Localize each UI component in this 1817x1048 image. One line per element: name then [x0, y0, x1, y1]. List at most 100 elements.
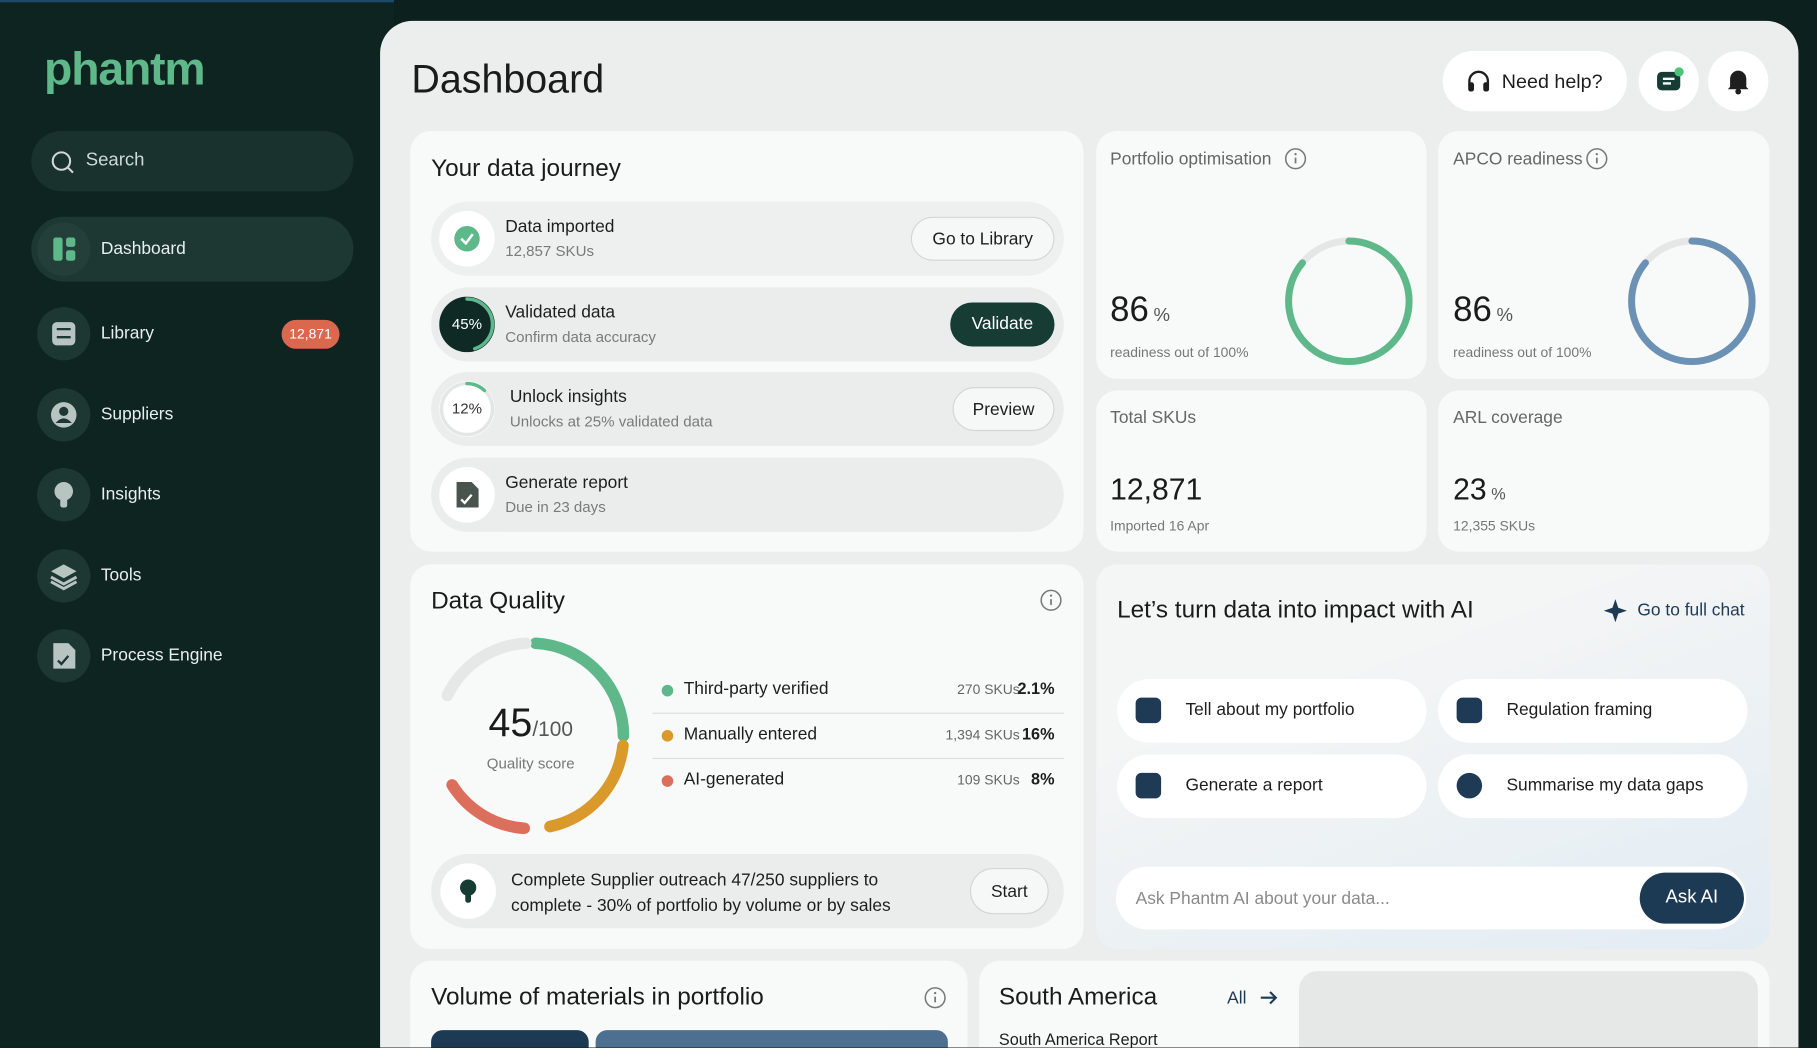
chip-icon — [1456, 772, 1483, 799]
card-title: Your data journey — [431, 155, 621, 182]
chat-button[interactable] — [1638, 50, 1699, 112]
tip-row: Complete Supplier outreach 47/250 suppli… — [431, 854, 1064, 929]
info-icon[interactable] — [1039, 589, 1062, 612]
journey-step: 12% Unlock insights Unlocks at 25% valid… — [431, 371, 1064, 447]
legend-dot — [661, 684, 674, 697]
search-icon — [51, 151, 74, 174]
step-subtitle: 12,857 SKUs — [505, 242, 595, 260]
donut-segment — [544, 739, 629, 833]
card-title: Data Quality — [431, 587, 565, 615]
metric-value-group: 86% — [1453, 291, 1513, 330]
logo[interactable]: phantm — [44, 44, 206, 96]
icon — [50, 564, 78, 591]
ai-input[interactable]: Ask Phantm AI about your data... Ask AI — [1115, 866, 1747, 930]
nav-label: Insights — [100, 484, 161, 505]
prompt-chip[interactable]: Regulation framing — [1438, 679, 1748, 743]
quality-score: 45 — [488, 701, 533, 746]
icon — [50, 402, 77, 428]
metric-caption: readiness out of 100% — [1453, 344, 1592, 361]
journey-step: 45% Validated data Confirm data accuracy… — [431, 287, 1064, 362]
row-label: Manually entered — [683, 724, 818, 744]
metric-title: ARL coverage — [1453, 407, 1563, 428]
row-skus: 109 SKUs — [957, 771, 1020, 788]
nav-item[interactable]: Library — [31, 301, 353, 366]
nav-icon — [37, 307, 91, 361]
step-icon — [439, 210, 495, 267]
legend-dot — [661, 775, 674, 787]
step-subtitle: Confirm data accuracy — [505, 327, 656, 346]
row-label: AI-generated — [683, 769, 785, 790]
bell-icon — [1727, 70, 1749, 95]
ask-button[interactable]: Ask AI — [1639, 872, 1744, 924]
metric-unit: % — [1153, 305, 1170, 326]
ring-arc — [439, 297, 495, 352]
full-chat-link[interactable]: Go to full chat — [1637, 600, 1745, 620]
nav-label: Dashboard — [100, 238, 186, 259]
prompt-chip[interactable]: Tell about my portfolio — [1117, 679, 1427, 743]
card-title: Let’s turn data into impact with AI — [1117, 596, 1474, 624]
info-icon[interactable] — [924, 986, 947, 1009]
volume-bar — [595, 1030, 948, 1048]
metric-card: ARL coverage 23% 12,355 SKUs — [1438, 390, 1770, 552]
region-link[interactable]: All — [1227, 988, 1247, 1009]
donut-track — [441, 637, 532, 702]
donut-segment — [446, 779, 531, 835]
chip-icon — [1456, 697, 1483, 724]
search-box[interactable]: Search — [31, 130, 354, 192]
search-placeholder: Search — [85, 150, 145, 171]
metric-value: 23 — [1453, 471, 1487, 507]
metric-value: 12,871 — [1110, 471, 1203, 507]
ring-arc — [439, 381, 495, 437]
metric-caption: readiness out of 100% — [1110, 344, 1249, 361]
nav-item[interactable]: Dashboard — [31, 216, 354, 282]
metric-unit: % — [1491, 484, 1506, 503]
region-title: South America — [998, 983, 1158, 1011]
score-group: 45/100 — [461, 701, 600, 746]
nav-item[interactable]: Suppliers — [31, 382, 353, 447]
chip-label: Summarise my data gaps — [1506, 775, 1704, 795]
nav-item[interactable]: Tools — [31, 543, 353, 608]
nav-label: Process Engine — [100, 645, 223, 666]
prompt-chip[interactable]: Generate a report — [1117, 754, 1427, 819]
nav-icon — [37, 549, 91, 603]
step-button[interactable]: Preview — [952, 387, 1055, 432]
metric-value-group: 86% — [1110, 291, 1170, 330]
nav-icon — [37, 388, 91, 442]
nav-label: Tools — [100, 565, 142, 586]
progress-label: 12% — [451, 399, 483, 418]
step-subtitle: Due in 23 days — [505, 498, 606, 516]
nav-item[interactable]: Insights — [31, 462, 353, 527]
info-icon[interactable] — [1284, 147, 1307, 170]
quality-score-max: /100 — [532, 717, 573, 741]
progress-ring — [439, 296, 495, 353]
tip-text: Complete Supplier outreach 47/250 suppli… — [511, 870, 891, 916]
quality-donut — [441, 637, 630, 835]
nav-label: Library — [100, 323, 154, 344]
help-button[interactable]: Need help? — [1442, 50, 1627, 112]
nav-item[interactable]: Process Engine — [31, 623, 353, 688]
chat-icon — [1657, 67, 1684, 91]
prompt-chip[interactable]: Summarise my data gaps — [1438, 754, 1748, 819]
metric-value-group: 23% — [1453, 472, 1506, 508]
map — [1299, 971, 1758, 1048]
chip-label: Tell about my portfolio — [1185, 699, 1355, 720]
tip-button[interactable]: Start — [969, 867, 1049, 915]
chip-label: Regulation framing — [1506, 699, 1653, 720]
step-button[interactable]: Validate — [950, 302, 1055, 347]
progress-label: 45% — [451, 315, 483, 333]
step-title: Validated data — [505, 302, 616, 323]
notifications-button[interactable] — [1708, 50, 1769, 112]
nav-icon — [37, 629, 91, 683]
page-title: Dashboard — [411, 57, 605, 102]
metric-value: 86 — [1453, 290, 1492, 330]
info-icon[interactable] — [1585, 147, 1608, 170]
quality-row: AI-generated 109 SKUs 8% — [652, 758, 1063, 803]
row-share: 2.1% — [1017, 679, 1055, 698]
sparkle-icon — [1603, 599, 1627, 623]
quality-row: Third-party verified 270 SKUs 2.1% — [652, 667, 1064, 714]
step-button[interactable]: Go to Library — [910, 216, 1055, 261]
step-icon — [439, 466, 495, 523]
region-report: South America Report — [998, 1030, 1158, 1048]
row-share: 8% — [1031, 769, 1055, 788]
